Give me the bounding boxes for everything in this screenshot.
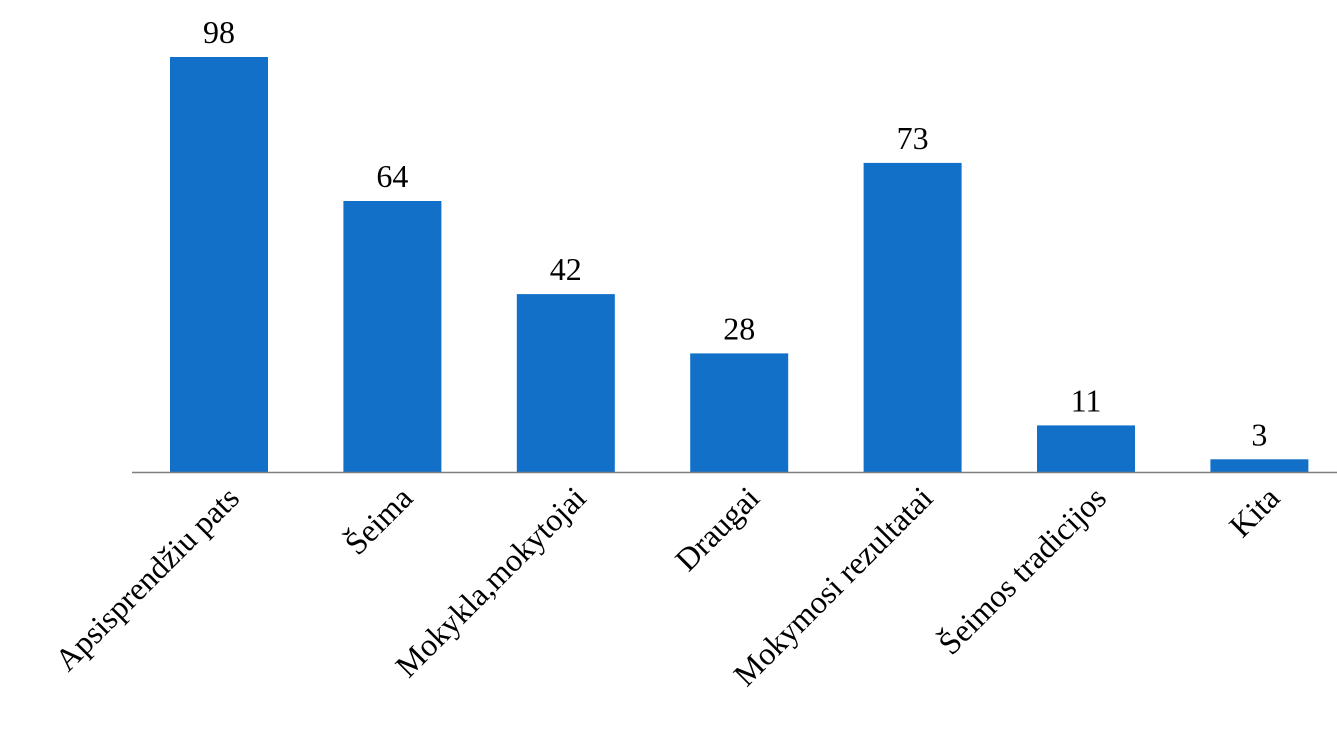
value-label-mokykla-mokytojai: 42 — [550, 251, 582, 287]
value-label-kita: 3 — [1251, 416, 1267, 452]
category-label-draugai: Draugai — [668, 479, 766, 577]
category-label-kita: Kita — [1222, 479, 1286, 543]
bar-seimos-tradicijos — [1037, 425, 1135, 472]
value-label-apsisprendziu-pats: 98 — [203, 14, 235, 50]
bar-mokykla-mokytojai — [516, 294, 615, 472]
value-label-draugai: 28 — [723, 310, 755, 346]
bar-apsisprendziu-pats — [170, 57, 268, 472]
value-labels-group: 98 64 42 28 73 11 3 — [203, 14, 1267, 452]
value-label-mokymosi-rezultatai: 73 — [897, 120, 929, 156]
category-labels-group: Apsisprendžiu pats ŠeimaMokykla,mokytojai… — [48, 479, 1287, 692]
bar-seima — [343, 201, 442, 472]
category-label-mokykla-mokytojai: Mokykla,mokytojai — [388, 479, 593, 684]
category-label-seima: Šeima — [337, 479, 419, 561]
bar-kita — [1210, 459, 1309, 472]
category-label-apsisprendziu-pats: Apsisprendžiu pats — [48, 479, 246, 677]
bar-draugai — [690, 353, 789, 472]
value-label-seimos-tradicijos: 11 — [1071, 382, 1102, 418]
category-label-seimos-tradicijos: Šeimos tradicijos — [931, 479, 1113, 661]
bars-group — [170, 57, 1309, 472]
bar-mokymosi-rezultatai — [863, 162, 962, 472]
value-label-seima: 64 — [376, 158, 408, 194]
